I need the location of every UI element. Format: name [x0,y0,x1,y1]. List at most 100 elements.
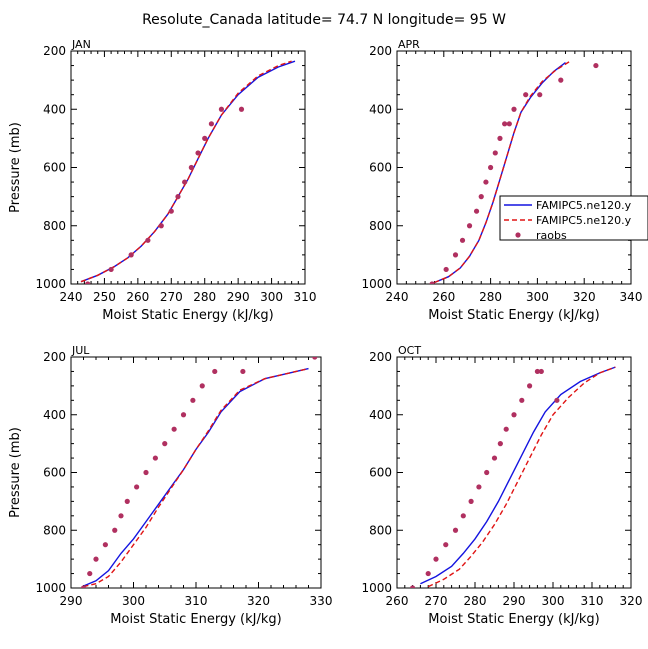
x-tick-label: 300 [260,290,283,304]
raobs-point [443,542,449,548]
panel-label: JUL [71,344,90,357]
x-tick-label: 240 [386,290,409,304]
raobs-point [492,150,498,156]
raobs-point [128,252,134,258]
x-tick-label: 270 [425,594,448,608]
legend-label: raobs [536,229,567,242]
raobs-point [511,106,517,112]
x-tick-label: 300 [526,290,549,304]
panel-oct: OCT 260 270 280 290 300 310 320 200 400 600 800 1000… [361,344,642,627]
x-tick-label: 300 [542,594,565,608]
y-tick-label: 400 [43,102,66,116]
x-tick-label: 280 [479,290,502,304]
x-tick-label: 290 [227,290,250,304]
legend-marker [515,232,521,238]
series-group [429,60,599,284]
raobs-point [102,542,108,548]
raobs-point [433,556,439,562]
series-group [410,366,616,588]
raobs-point [118,513,124,519]
raobs-point [537,92,543,98]
raobs-point [527,383,533,389]
raobs-point [218,106,225,112]
x-axis-label: Moist Static Energy (kJ/kg) [110,612,281,627]
raobs-point [497,441,503,447]
raobs-point [312,357,318,360]
raobs-point [519,397,525,403]
raobs-point [162,441,168,447]
raobs-point [112,527,118,533]
raobs-point [212,368,218,375]
raobs-point [208,121,214,127]
x-tick-label: 330 [310,594,333,608]
legend-box [499,195,648,241]
x-tick-label: 320 [573,290,596,304]
y-tick-label: 800 [369,219,392,233]
raobs-point [452,252,459,258]
raobs-point [497,135,503,141]
y-tick-label: 200 [43,350,66,364]
raobs-point [425,570,431,577]
raobs-point [202,135,208,141]
series-line-1 [434,62,566,284]
x-tick-label: 270 [160,290,183,304]
raobs-point [484,469,490,476]
legend: FAMIPC5.ne120.y FAMIPC5.ne120.y raobs [499,195,648,242]
panel-label: JAN [71,38,91,51]
raobs-point [459,237,466,243]
y-tick-label: 600 [369,466,392,480]
series-group [80,357,318,588]
panel-label: APR [398,38,420,51]
raobs-point [593,62,599,69]
y-tick-label: 400 [369,102,392,116]
plot-frame [70,356,322,589]
x-tick-label: 340 [620,290,643,304]
panel-apr: APR 240 260 280 300 320 340 200 400 600 800 1000 Moi… [361,38,642,323]
panel-label: OCT [398,344,421,357]
series-line-1 [80,60,296,283]
x-tick-label: 260 [386,594,409,608]
raobs-point [483,179,489,185]
raobs-point [134,484,140,490]
figure-title: Resolute_Canada latitude= 74.7 N longitu… [142,12,506,28]
raobs-point [558,77,564,83]
y-tick-label: 1000 [361,581,392,595]
raobs-point [488,164,494,171]
y-tick-label: 1000 [35,277,66,291]
panel-jul: JUL 290 300 310 320 330 200 400 600 800 1000 Moist … [8,344,332,627]
raobs-point [80,585,87,588]
x-tick-label: 260 [432,290,455,304]
y-tick-label: 200 [369,44,392,58]
raobs-point [87,570,93,577]
x-tick-label: 310 [185,594,208,608]
x-tick-label: 290 [503,594,526,608]
raobs-point [199,383,205,389]
y-tick-label: 800 [43,523,66,537]
raobs-point [534,368,541,375]
x-axis-label: Moist Static Energy (kJ/kg) [428,612,599,627]
raobs-point [491,455,498,461]
raobs-point [460,513,466,519]
raobs-point [182,179,188,185]
y-axis-label: Pressure (mb) [8,427,23,518]
raobs-point [158,223,164,229]
x-axis-label: Moist Static Energy (kJ/kg) [428,308,599,323]
raobs-point [188,164,194,171]
raobs-point [108,266,114,273]
series-group [80,60,296,284]
legend-label: FAMIPC5.ne120.y [536,199,632,212]
raobs-point [152,455,158,461]
raobs-point [240,368,246,375]
raobs-point [175,194,181,200]
series-line-2 [434,60,571,284]
raobs-point [502,121,508,127]
raobs-point [145,237,151,243]
y-tick-label: 200 [43,44,66,58]
x-tick-label: 320 [247,594,270,608]
series-line-2 [427,366,616,588]
x-tick-label: 260 [126,290,149,304]
y-axis-label: Pressure (mb) [8,122,23,213]
x-tick-label: 310 [294,290,317,304]
x-tick-label: 310 [581,594,604,608]
raobs-point [476,484,482,490]
